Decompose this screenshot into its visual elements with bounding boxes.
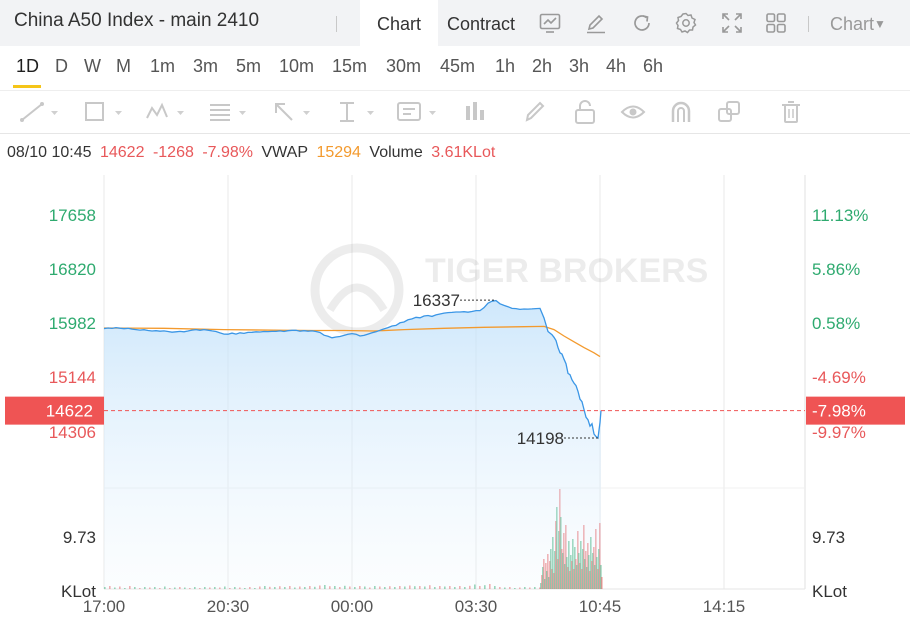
period-4h[interactable]: 4h: [606, 56, 627, 76]
y-right-tick: 5.86%: [812, 260, 860, 279]
edit-icon[interactable]: [584, 11, 608, 35]
watermark-text: TIGER BROKERS: [425, 252, 708, 290]
volume-axis-value: 9.73: [63, 528, 96, 547]
grid-icon[interactable]: [764, 11, 788, 35]
active-period-indicator: [13, 85, 41, 88]
chart-menu-label: Chart: [830, 14, 875, 34]
x-tick: 17:00: [83, 597, 126, 616]
y-right-tick: -9.97%: [812, 423, 866, 442]
current-pct-label: -7.98%: [812, 402, 866, 421]
trend-line-icon[interactable]: [18, 98, 64, 126]
period-2h[interactable]: 2h: [532, 56, 553, 76]
period-d[interactable]: D: [55, 56, 68, 76]
volume-label: Volume: [369, 144, 423, 161]
period-1d[interactable]: 1D: [16, 56, 40, 76]
period-45m[interactable]: 45m: [440, 56, 476, 76]
vwap-line: [103, 325, 601, 358]
title-separator: [336, 16, 337, 32]
fullscreen-icon[interactable]: [720, 11, 744, 35]
high-price-marker: 16337: [413, 291, 496, 310]
quote-datetime: 08/10 10:45: [7, 144, 92, 161]
current-pct-tag: -7.98%: [806, 396, 905, 425]
period-1m[interactable]: 1m: [150, 56, 176, 76]
current-price-label: 14622: [46, 402, 93, 421]
vwap-value: 15294: [316, 144, 361, 161]
y-left-tick: 16820: [49, 260, 96, 279]
volume-axis-unit: KLot: [61, 582, 96, 601]
lock-icon[interactable]: [572, 98, 598, 126]
quote-info-line: 08/10 10:45 14622 -1268 -7.98% VWAP 1529…: [7, 144, 499, 162]
settings-icon[interactable]: [674, 11, 698, 35]
period-5m[interactable]: 5m: [236, 56, 262, 76]
period-w[interactable]: W: [84, 56, 101, 76]
text-note-icon[interactable]: [396, 98, 442, 126]
magnet-icon[interactable]: [668, 98, 694, 126]
period-10m[interactable]: 10m: [279, 56, 315, 76]
tiger-watermark: TIGER BROKERS: [310, 243, 708, 337]
volume-axis-unit-right: KLot: [812, 582, 847, 601]
y-left-tick: 17658: [49, 206, 96, 225]
title-bar: China A50 Index - main 2410 Chart Contra…: [0, 0, 910, 46]
volume-axis-value-right: 9.73: [812, 528, 845, 547]
line-chart-icon[interactable]: [538, 11, 562, 35]
low-price-marker: 14198: [517, 429, 598, 448]
pattern-icon[interactable]: [144, 98, 190, 126]
period-3m[interactable]: 3m: [193, 56, 219, 76]
brush-icon[interactable]: [522, 98, 548, 126]
period-bar: 1D D W M 1m 3m 5m 10m 15m 30m 45m 1h 2h …: [0, 46, 910, 90]
high-price-label: 16337: [413, 291, 460, 310]
y-right-tick: 11.13%: [812, 206, 868, 225]
price-chart[interactable]: TIGER BROKERS 17658 16820 15982 15144 14…: [0, 170, 910, 619]
layers-icon[interactable]: [716, 98, 742, 126]
vwap-label: VWAP: [261, 144, 308, 161]
tab-contract[interactable]: Contract: [446, 14, 516, 34]
y-left-tick: 15144: [49, 368, 96, 387]
tab-chart[interactable]: Chart: [360, 0, 438, 46]
x-tick: 14:15: [703, 597, 746, 616]
quote-change-pct: -7.98%: [202, 144, 254, 161]
current-price-tag: 14622: [5, 396, 104, 425]
volume-bar: [601, 577, 603, 589]
measure-icon[interactable]: [334, 98, 380, 126]
arrow-icon[interactable]: [270, 98, 316, 126]
low-price-label: 14198: [517, 429, 564, 448]
y-right-tick: -4.69%: [812, 368, 866, 387]
price-line: [103, 299, 602, 440]
trash-icon[interactable]: [778, 98, 804, 126]
quote-price: 14622: [99, 144, 145, 161]
y-left-tick: 15982: [49, 314, 96, 333]
period-1h[interactable]: 1h: [495, 56, 516, 76]
period-15m[interactable]: 15m: [332, 56, 368, 76]
y-right-tick: 0.58%: [812, 314, 860, 333]
caret-down-icon: ▼: [874, 17, 886, 31]
rectangle-icon[interactable]: [82, 98, 128, 126]
y-left-tick: 14306: [49, 423, 96, 442]
x-tick: 03:30: [455, 597, 498, 616]
eye-icon[interactable]: [620, 98, 646, 126]
x-tick: 20:30: [207, 597, 250, 616]
x-tick: 00:00: [331, 597, 374, 616]
refresh-icon[interactable]: [630, 11, 654, 35]
quote-change: -1268: [152, 144, 194, 161]
period-3h[interactable]: 3h: [569, 56, 590, 76]
x-tick: 10:45: [579, 597, 622, 616]
menu-separator: [808, 16, 809, 32]
fib-icon[interactable]: [206, 98, 252, 126]
period-m[interactable]: M: [116, 56, 131, 76]
price-area-fill: [104, 300, 601, 589]
instrument-title: China A50 Index - main 2410: [14, 10, 260, 31]
volume-value: 3.61KLot: [431, 144, 496, 161]
period-30m[interactable]: 30m: [386, 56, 422, 76]
period-6h[interactable]: 6h: [643, 56, 664, 76]
drawing-toolbar: [0, 90, 910, 134]
bar-pattern-icon[interactable]: [462, 98, 488, 126]
chart-menu-button[interactable]: Chart▼: [830, 14, 886, 35]
